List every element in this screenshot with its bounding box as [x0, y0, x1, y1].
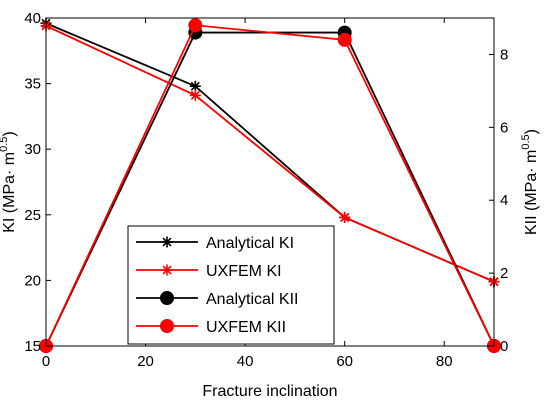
y-left-axis-label: KI (MPa· m0.5)	[0, 131, 18, 233]
plot-frame	[45, 17, 495, 347]
y-right-axis-label: KII (MPa· m0.5)	[520, 129, 540, 235]
y-right-tick-label: 8	[500, 46, 508, 63]
series-line-uxfem-ki	[45, 25, 495, 283]
x-tick-label: 80	[436, 353, 453, 370]
y-right-tick-label: 6	[500, 119, 508, 136]
x-tick-label: 60	[336, 353, 353, 370]
data-point-uxfem-ki	[339, 211, 351, 223]
y-left-tick-label: 40	[24, 10, 41, 27]
series-line-uxfem-kii	[45, 24, 495, 347]
y-right-axis-label-end: )	[523, 129, 540, 134]
axes-layer: 0 20 40 60 80 15 20 25 30 35 40 0 2 4 6 8 Fracture incli…	[0, 10, 540, 400]
y-right-tick-label: 4	[500, 192, 508, 209]
y-left-tick-label: 20	[24, 272, 41, 289]
data-point-uxfem-kii	[188, 18, 203, 33]
y-left-tick-label: 30	[24, 141, 41, 158]
legend-marker-analytical-ki	[161, 236, 173, 248]
legend-marker-uxfem-ki	[161, 264, 173, 276]
y-left-axis-label-exponent: 0.5	[0, 137, 10, 152]
legend-marker-uxfem-kii	[160, 319, 174, 333]
legend-label-analytical-kii: Analytical KII	[206, 291, 298, 308]
y-left-tick-label: 25	[24, 207, 41, 224]
legend: Analytical KI UXFEM KI Analytical KII UXFEM…	[127, 225, 335, 345]
y-left-tick-label: 15	[24, 338, 41, 355]
y-left-tick-label: 35	[24, 76, 41, 93]
legend-label-uxfem-kii: UXFEM KII	[206, 319, 286, 336]
y-left-axis-label-end: )	[1, 131, 18, 136]
x-tick-label: 0	[42, 353, 50, 370]
plot-layer	[39, 17, 501, 353]
y-right-axis-label-exponent: 0.5	[520, 134, 532, 149]
y-right-tick-label: 2	[500, 265, 508, 282]
legend-label-uxfem-ki: UXFEM KI	[206, 263, 282, 280]
y-right-tick-label: 0	[500, 338, 508, 355]
data-point-analytical-ki	[189, 80, 201, 92]
y-left-axis-label-base: KI (MPa· m	[1, 152, 18, 233]
y-right-axis-label-base: KII (MPa· m	[523, 150, 540, 235]
x-axis-label: Fracture inclination	[202, 383, 337, 400]
x-tick-label: 40	[237, 353, 254, 370]
legend-marker-analytical-kii	[160, 291, 174, 305]
data-point-uxfem-kii	[337, 32, 352, 47]
data-point-uxfem-ki	[189, 89, 201, 101]
legend-label-analytical-ki: Analytical KI	[206, 235, 294, 252]
x-tick-label: 20	[137, 353, 154, 370]
